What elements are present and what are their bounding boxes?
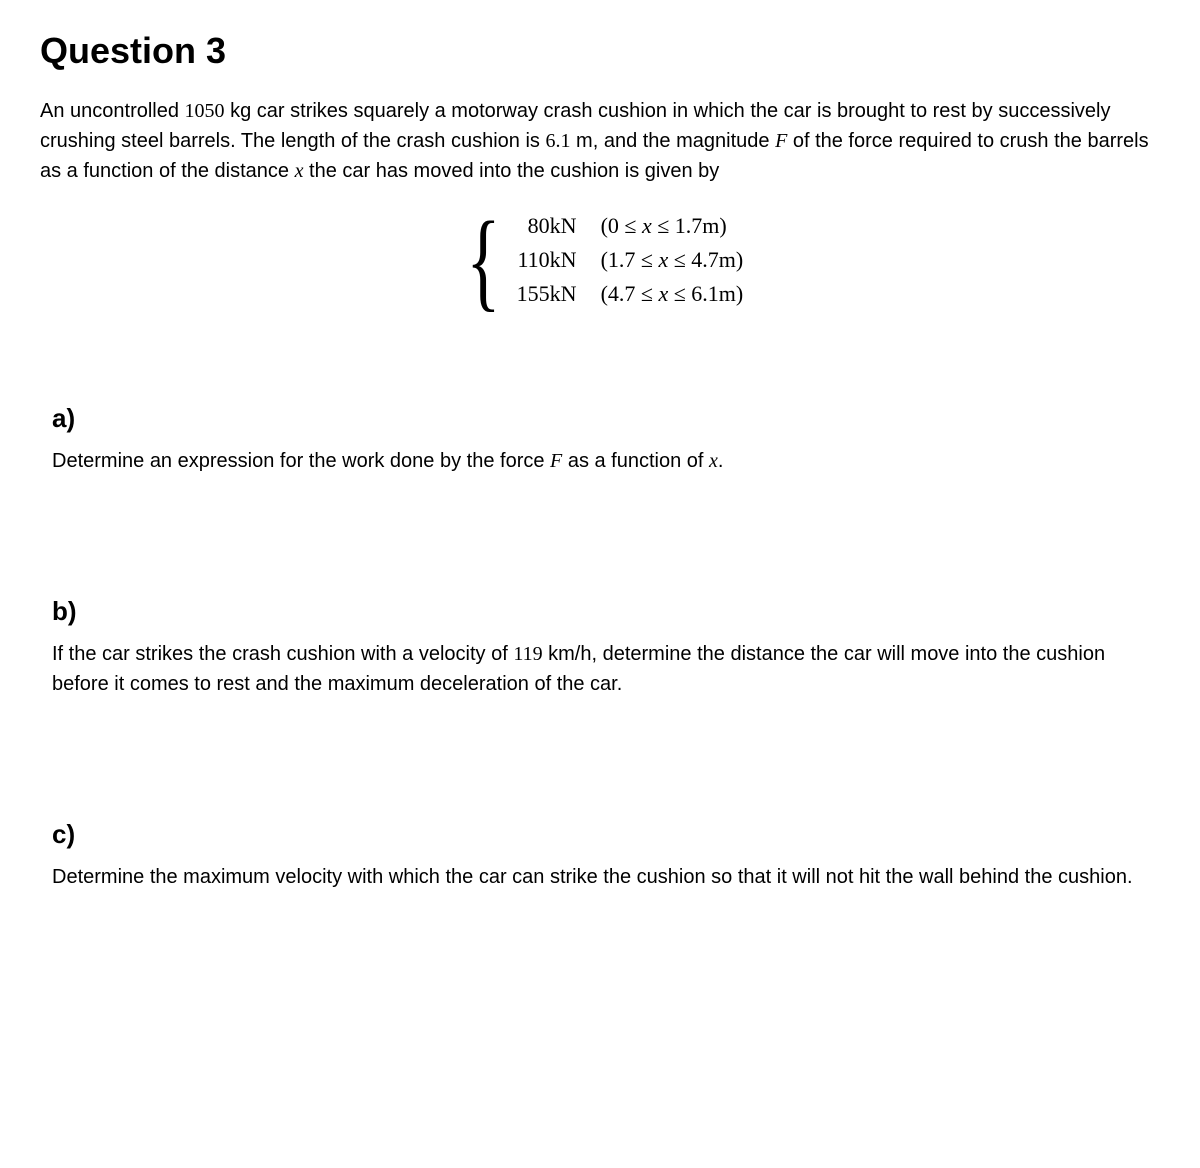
question-intro: An uncontrolled 1050 kg car strikes squa…	[40, 96, 1160, 186]
part-a-var-f: F	[550, 450, 562, 472]
piecewise-row: 110kN (1.7 ≤ x ≤ 4.7m)	[516, 247, 744, 273]
subpart-c: c) Determine the maximum velocity with w…	[52, 819, 1160, 892]
piecewise-rows: 80kN (0 ≤ x ≤ 1.7m) 110kN (1.7 ≤ x ≤ 4.7…	[516, 213, 744, 307]
question-title: Question 3	[40, 30, 1160, 72]
piecewise-force: 110kN	[516, 247, 601, 273]
mass-value: 1050	[185, 100, 225, 122]
part-b-prefix: If the car strikes the crash cushion wit…	[52, 643, 513, 665]
subpart-a: a) Determine an expression for the work …	[52, 403, 1160, 476]
intro-mid2: , and the magnitude	[593, 130, 775, 152]
part-b-velocity: 119	[513, 643, 542, 665]
piecewise-force: 80kN	[516, 213, 601, 239]
length-unit: m	[576, 130, 593, 152]
intro-prefix: An uncontrolled	[40, 100, 185, 122]
length-value: 6.1	[545, 130, 570, 152]
piecewise-force: 155kN	[516, 281, 601, 307]
mass-unit: kg	[230, 100, 251, 122]
part-a-var-x: x	[709, 450, 718, 472]
part-b-velocity-unit: km/h	[548, 643, 591, 665]
force-variable: F	[775, 130, 787, 152]
subpart-b: b) If the car strikes the crash cushion …	[52, 596, 1160, 699]
part-a-mid: as a function of	[562, 450, 709, 472]
subpart-b-label: b)	[52, 596, 1160, 627]
part-a-prefix: Determine an expression for the work don…	[52, 450, 550, 472]
piecewise-row: 80kN (0 ≤ x ≤ 1.7m)	[516, 213, 744, 239]
subpart-b-text: If the car strikes the crash cushion wit…	[52, 639, 1160, 699]
piecewise-row: 155kN (4.7 ≤ x ≤ 6.1m)	[516, 281, 744, 307]
piecewise-range: (4.7 ≤ x ≤ 6.1m)	[601, 281, 744, 307]
subpart-c-label: c)	[52, 819, 1160, 850]
left-brace: {	[466, 208, 500, 313]
part-a-suffix: .	[718, 450, 724, 472]
distance-variable: x	[295, 160, 304, 182]
intro-end: the car has moved into the cushion is gi…	[304, 160, 720, 182]
piecewise-range: (0 ≤ x ≤ 1.7m)	[601, 213, 727, 239]
subpart-c-text: Determine the maximum velocity with whic…	[52, 862, 1160, 892]
subpart-a-text: Determine an expression for the work don…	[52, 446, 1160, 476]
subparts-container: a) Determine an expression for the work …	[40, 403, 1160, 892]
subpart-a-label: a)	[52, 403, 1160, 434]
piecewise-function: { 80kN (0 ≤ x ≤ 1.7m) 110kN (1.7 ≤ x ≤ 4…	[40, 208, 1160, 313]
piecewise-range: (1.7 ≤ x ≤ 4.7m)	[601, 247, 744, 273]
